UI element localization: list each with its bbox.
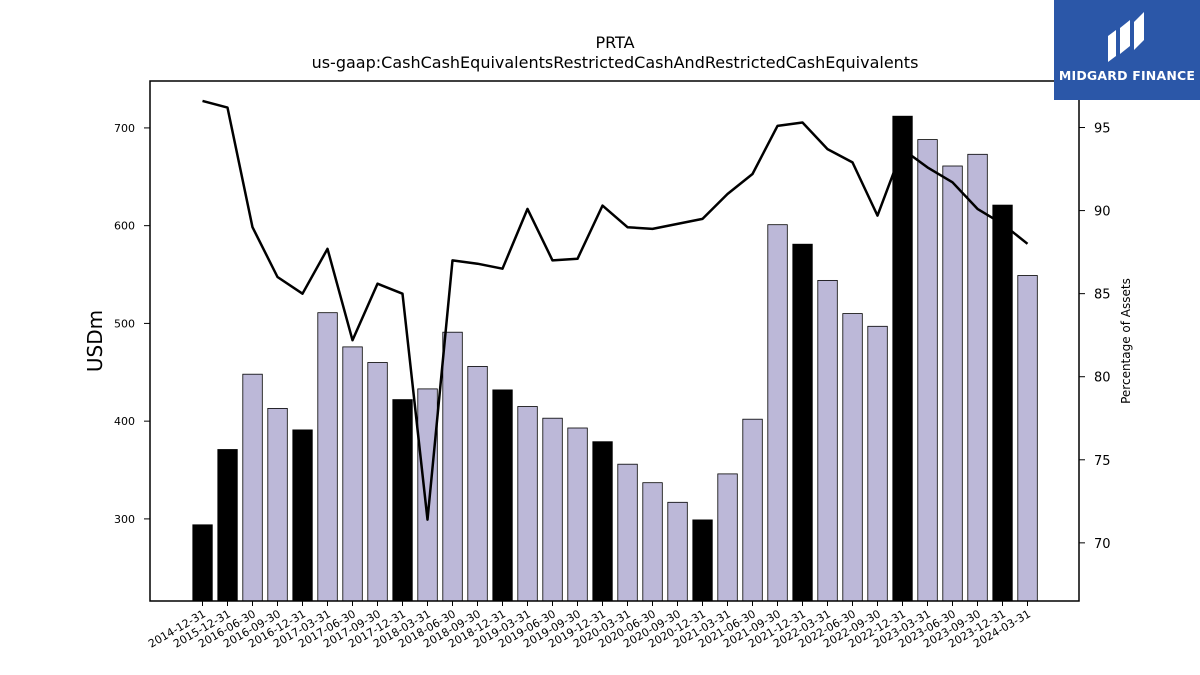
y-tick-label: 600 xyxy=(114,220,135,233)
bar xyxy=(467,365,488,602)
bar xyxy=(717,473,738,602)
bar xyxy=(417,388,438,602)
bar xyxy=(792,243,813,602)
y2-tick-label: 75 xyxy=(1094,454,1111,469)
bar xyxy=(767,224,788,602)
bar xyxy=(992,204,1013,602)
y-axis-left: 300 400 500 600 700 xyxy=(114,122,150,526)
y2-tick-label: 85 xyxy=(1094,288,1111,303)
y2-tick-label: 80 xyxy=(1094,371,1111,386)
bar xyxy=(817,279,838,602)
bar xyxy=(267,407,288,602)
chart-title: PRTA xyxy=(595,33,634,52)
bar xyxy=(1017,275,1038,602)
bar xyxy=(392,399,413,602)
bar xyxy=(517,406,538,602)
y-tick-label: 500 xyxy=(114,317,135,330)
bar xyxy=(667,501,688,602)
series-line xyxy=(202,99,1029,521)
y-axis-right: 70 75 80 85 90 95 xyxy=(1079,122,1111,552)
bar xyxy=(742,418,763,602)
bar xyxy=(892,115,913,602)
bar xyxy=(592,441,613,602)
plot-frame xyxy=(149,80,1080,602)
bar xyxy=(342,346,363,602)
bar xyxy=(942,165,963,602)
bar xyxy=(442,331,463,602)
bar xyxy=(492,389,513,602)
bar xyxy=(842,313,863,602)
y2-tick-label: 70 xyxy=(1094,537,1111,552)
bar xyxy=(192,524,213,602)
bar xyxy=(317,312,338,602)
bar xyxy=(242,373,263,602)
y-tick-label: 700 xyxy=(114,122,135,135)
bar xyxy=(642,482,663,602)
bar xyxy=(217,449,238,602)
bar xyxy=(867,325,888,602)
chart-subtitle: us-gaap:CashCashEquivalentsRestrictedCas… xyxy=(312,53,919,72)
y2-axis-label: Percentage of Assets xyxy=(1119,278,1133,404)
bar xyxy=(567,427,588,602)
midgard-logo-icon xyxy=(1108,12,1144,62)
bar xyxy=(617,463,638,602)
logo-badge: MIDGARD FINANCE xyxy=(1054,0,1200,100)
bar xyxy=(367,362,388,602)
y2-tick-label: 95 xyxy=(1094,122,1111,137)
bar xyxy=(542,417,563,602)
bar xyxy=(917,139,938,602)
x-axis: 2014-12-312015-12-312016-06-302016-09-30… xyxy=(146,601,1033,651)
bars-group xyxy=(192,115,1038,602)
line-group xyxy=(202,99,1029,521)
y-tick-label: 400 xyxy=(114,415,135,428)
y2-tick-label: 90 xyxy=(1094,205,1111,220)
y-axis-label: USDm xyxy=(83,310,107,372)
bar xyxy=(967,153,988,602)
bar xyxy=(692,519,713,602)
bar xyxy=(292,429,313,602)
logo-text: MIDGARD FINANCE xyxy=(1058,68,1196,83)
y-tick-label: 300 xyxy=(114,513,135,526)
